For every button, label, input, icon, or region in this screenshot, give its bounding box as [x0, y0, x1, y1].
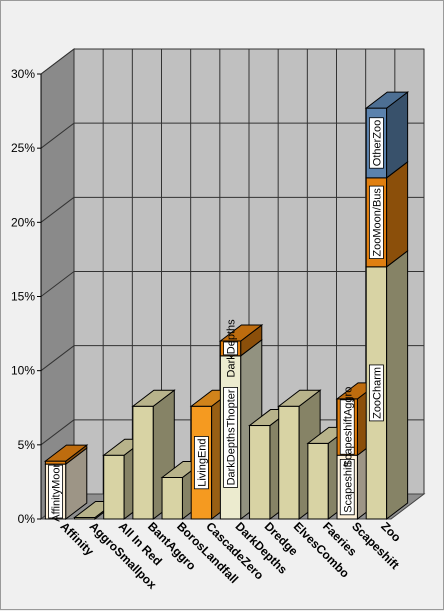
- segment-label-text: Scapeshift: [342, 461, 354, 512]
- segment-label-box: [339, 459, 355, 516]
- segment-label: AffinityMoon: [48, 461, 63, 522]
- segment-label: Scapeshift: [339, 459, 355, 516]
- bar-segment: ZooMoon/Bus: [365, 160, 409, 268]
- bar-segment: [43, 444, 89, 466]
- segment-label-box: [223, 341, 238, 356]
- bar-top: [277, 389, 322, 407]
- bar-front: [161, 476, 183, 520]
- y-tick-label: 20%: [11, 215, 35, 229]
- segment-label-text: LivingEnd: [196, 438, 208, 486]
- segment-label-box: [223, 387, 238, 488]
- bar-front: [307, 442, 329, 520]
- bars: AffinityMoon LivingEnd DarkDepthsThopter Da…: [43, 91, 410, 522]
- bar-side: [386, 160, 409, 268]
- bar-side: [386, 249, 409, 521]
- segment-label: ZooCharm: [369, 364, 384, 422]
- bar-segment: ZooCharm: [365, 249, 409, 521]
- segment-label-text: DarkDepthsThopter: [226, 389, 238, 485]
- bar-top: [218, 324, 264, 342]
- segment-label: DarkDepths: [223, 319, 238, 378]
- segment-label-box: [339, 399, 355, 455]
- segment-label-text: AffinityMoon: [51, 461, 63, 521]
- segment-label-box: [48, 464, 63, 519]
- bar-top: [131, 389, 176, 407]
- y-tick-label: 5%: [18, 438, 36, 452]
- segment-label-text: OtherZoo: [371, 120, 383, 166]
- segment-label: OtherZoo: [369, 117, 384, 169]
- bar-top: [43, 444, 89, 462]
- side-gridline: [40, 345, 75, 372]
- y-tick-label: 10%: [11, 364, 35, 378]
- side-gridline: [40, 419, 75, 446]
- segment-label: ScapeshiftAggro: [339, 387, 355, 468]
- y-tick-label: 25%: [11, 141, 35, 155]
- segment-label-box: [369, 364, 384, 422]
- bar-segment: OtherZoo: [364, 91, 410, 179]
- bar-segment: AffinityMoon: [44, 447, 88, 522]
- segment-label-text: ScapeshiftAggro: [342, 387, 354, 468]
- side-gridline: [40, 271, 75, 297]
- y-tick-label: 15%: [11, 290, 35, 304]
- bar-segment: DarkDepths: [218, 319, 264, 378]
- segment-label-text: ZooCharm: [371, 367, 383, 419]
- segment-label-box: [194, 436, 209, 490]
- x-tick-label: Zoo: [378, 519, 403, 544]
- bar-front: [278, 405, 300, 520]
- bar-front: [132, 405, 154, 520]
- segment-label-text: DarkDepths: [226, 319, 238, 378]
- segment-label: LivingEnd: [194, 436, 209, 490]
- segment-label: DarkDepthsThopter: [223, 387, 238, 488]
- side-gridline: [40, 48, 75, 75]
- side-gridline: [40, 196, 75, 223]
- y-tick-label: 0%: [18, 512, 36, 526]
- side-gridline: [40, 122, 75, 149]
- segment-label-box: [369, 117, 384, 169]
- segment-label-box: [369, 185, 384, 259]
- y-tick-label: 30%: [11, 67, 35, 81]
- y-axis: 0% 5% 10% 15% 20% 25% 30%: [11, 67, 42, 526]
- segment-label: ZooMoon/Bus: [369, 185, 384, 259]
- bar-front: [103, 454, 125, 520]
- bar-top: [364, 91, 410, 109]
- bar-front: [249, 425, 271, 520]
- segment-label-text: ZooMoon/Bus: [371, 188, 383, 257]
